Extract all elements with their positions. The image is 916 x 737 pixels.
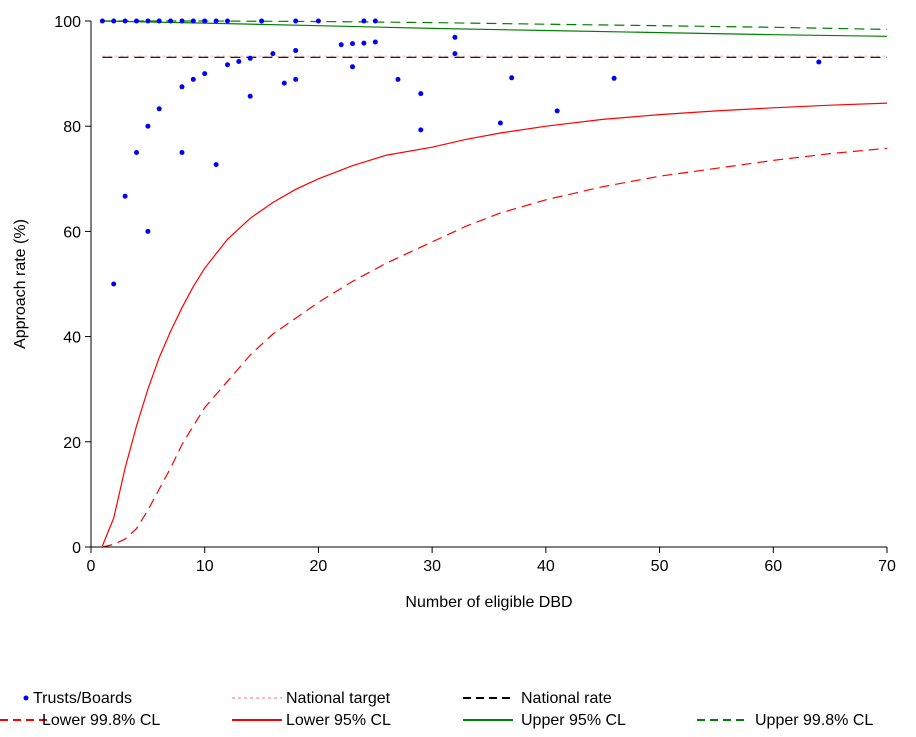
data-point: [190, 76, 196, 82]
legend-item: Trusts/Boards: [23, 690, 132, 707]
data-point: [611, 75, 617, 81]
data-point: [236, 59, 242, 64]
data-point: [315, 18, 321, 24]
data-point: [816, 59, 822, 65]
data-point: [111, 281, 117, 287]
x-axis-title: Number of eligible DBD: [405, 594, 572, 611]
data-point: [145, 123, 151, 129]
legend-swatch: [23, 695, 29, 701]
legend-item: National target: [232, 690, 391, 707]
series-line-upper-95-cl: [102, 20, 888, 37]
data-point: [145, 228, 151, 234]
legend-label: National rate: [521, 690, 612, 707]
x-tick-label: 70: [878, 558, 896, 575]
y-tick-label: 80: [63, 119, 81, 136]
data-point: [372, 18, 378, 24]
legend-label: Upper 99.8% CL: [755, 712, 873, 729]
data-point: [156, 106, 162, 112]
data-point: [225, 18, 230, 24]
data-point: [247, 55, 253, 61]
x-tick-label: 60: [764, 558, 782, 575]
y-axis-title: Approach rate (%): [12, 219, 29, 349]
data-point: [168, 18, 174, 24]
y-tick-label: 100: [54, 14, 81, 31]
data-point: [350, 41, 355, 47]
data-point: [111, 18, 117, 24]
plot-area: [99, 18, 888, 548]
data-point: [122, 193, 128, 199]
data-point: [202, 18, 208, 24]
y-tick-label: 60: [63, 224, 81, 241]
x-tick-label: 10: [196, 558, 214, 575]
y-tick-label: 0: [72, 540, 81, 557]
series-line-upper-99-8-cl: [102, 20, 888, 30]
legend-label: National target: [286, 690, 391, 707]
data-point: [179, 18, 185, 24]
x-tick-label: 30: [423, 558, 441, 575]
legend-label: Upper 95% CL: [521, 712, 626, 729]
data-point: [350, 64, 355, 70]
axes: 0 10 20 30 40 50 60 70 0 20 40 60 80 100: [54, 14, 896, 575]
data-point: [452, 34, 458, 40]
data-point: [509, 75, 515, 81]
data-point: [554, 108, 560, 114]
data-point: [281, 80, 287, 86]
data-point: [134, 150, 139, 155]
data-point: [134, 18, 139, 24]
data-point: [497, 120, 503, 126]
data-point: [338, 42, 344, 48]
data-point: [179, 84, 185, 90]
data-point: [452, 51, 458, 57]
data-point: [293, 18, 299, 24]
legend-item: Upper 95% CL: [463, 712, 626, 729]
data-point: [270, 51, 276, 57]
data-point: [361, 40, 367, 46]
legend-item: National rate: [463, 690, 612, 707]
data-point: [156, 18, 162, 24]
data-point: [190, 18, 196, 24]
legend: Trusts/Boards National target National rat…: [0, 690, 873, 729]
legend-label: Lower 95% CL: [286, 712, 391, 729]
data-point: [99, 18, 105, 24]
x-tick-label: 0: [87, 558, 96, 575]
data-point: [213, 162, 219, 168]
legend-item: Lower 95% CL: [232, 712, 391, 729]
x-tick-label: 50: [651, 558, 669, 575]
y-tick-label: 20: [63, 435, 81, 452]
series-line-lower-99-8-cl: [102, 147, 888, 548]
data-point: [225, 62, 230, 68]
data-point: [372, 39, 378, 45]
data-point: [293, 76, 299, 82]
x-tick-label: 20: [310, 558, 328, 575]
data-point: [418, 127, 424, 133]
data-point: [395, 76, 401, 82]
data-point: [179, 150, 185, 155]
legend-label: Lower 99.8% CL: [42, 712, 160, 729]
data-point: [213, 18, 219, 24]
series-line-lower-95-cl: [101, 102, 888, 547]
data-point: [202, 71, 208, 77]
data-point: [247, 93, 253, 99]
legend-item: Upper 99.8% CL: [697, 712, 873, 729]
y-tick-label: 40: [63, 330, 81, 347]
data-point: [361, 18, 367, 24]
data-point: [145, 18, 151, 24]
legend-item: Lower 99.8% CL: [0, 712, 160, 729]
data-point: [293, 48, 299, 53]
data-point: [418, 91, 424, 97]
x-tick-label: 40: [537, 558, 555, 575]
data-point: [259, 18, 265, 24]
data-point: [122, 18, 128, 24]
legend-label: Trusts/Boards: [33, 690, 132, 707]
